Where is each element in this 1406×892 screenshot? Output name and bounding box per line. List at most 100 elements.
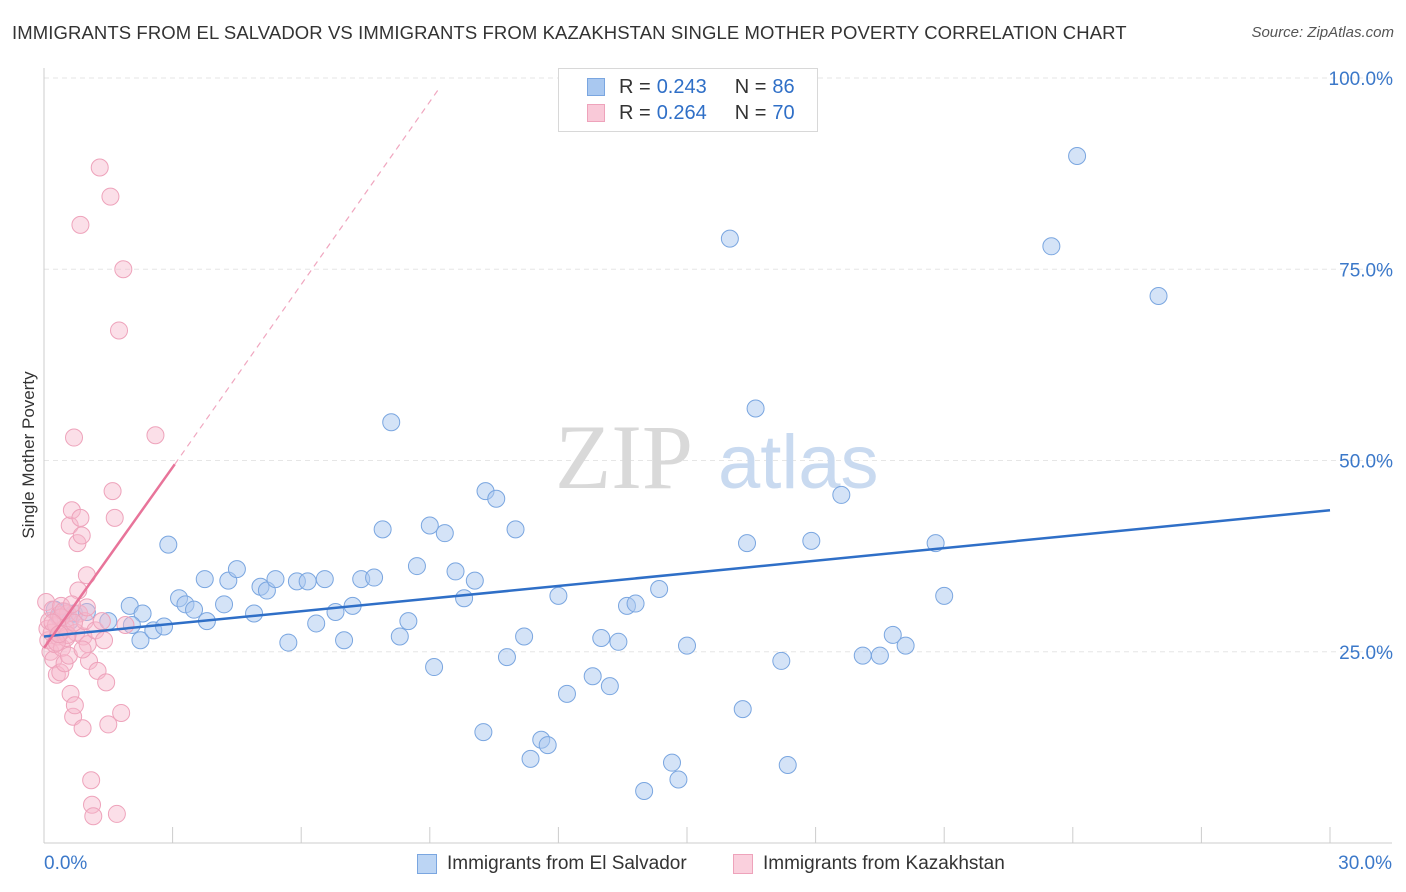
data-point-el-salvador (390, 627, 409, 646)
legend-swatch-pink (587, 104, 605, 122)
data-point-el-salvador (853, 646, 872, 665)
data-point-el-salvador (1068, 147, 1087, 166)
data-point-el-salvador (802, 531, 821, 550)
data-point-el-salvador (131, 631, 150, 650)
data-point-el-salvador (592, 628, 611, 647)
data-point-el-salvador (298, 572, 317, 591)
data-point-el-salvador (746, 399, 765, 418)
data-point-el-salvador (650, 580, 669, 599)
data-point-kazakhstan (51, 663, 70, 682)
legend-n-label: N = (734, 75, 767, 98)
data-point-kazakhstan (101, 187, 120, 206)
data-point-el-salvador (455, 589, 474, 608)
data-point-el-salvador (626, 594, 645, 613)
x-tick-labels: 0.0% 30.0% (44, 853, 1392, 874)
data-point-el-salvador (465, 571, 484, 590)
data-point-el-salvador (1149, 287, 1168, 306)
data-point-el-salvador (515, 627, 534, 646)
trend-extension-kazakhstan (174, 89, 439, 465)
data-point-kazakhstan (71, 215, 90, 234)
y-axis-label: Single Mother Poverty (19, 371, 38, 539)
data-point-el-salvador (583, 667, 602, 686)
data-point-kazakhstan (83, 795, 102, 814)
y-tick-label: 100.0% (1329, 69, 1394, 90)
data-point-el-salvador (133, 604, 152, 623)
data-point-el-salvador (215, 595, 234, 614)
bottom-legend-label: Immigrants from El Salvador (447, 853, 687, 874)
watermark-atlas: atlas (718, 420, 879, 505)
bottom-legend-el-salvador: Immigrants from El Salvador (417, 852, 687, 876)
data-point-kazakhstan (105, 508, 124, 527)
legend-swatch-blue (587, 78, 605, 96)
data-point-kazakhstan (65, 613, 84, 632)
data-point-el-salvador (538, 736, 557, 755)
data-point-el-salvador (195, 570, 214, 589)
data-point-kazakhstan (60, 516, 79, 535)
data-point-el-salvador (227, 560, 246, 579)
data-point-el-salvador (678, 636, 696, 655)
x-tick-label: 0.0% (44, 853, 87, 874)
data-point-el-salvador (935, 586, 954, 605)
trend-lines (42, 463, 1331, 649)
data-point-kazakhstan (114, 260, 133, 279)
data-point-el-salvador (832, 485, 851, 504)
data-point-el-salvador (266, 570, 285, 589)
data-point-el-salvador (446, 562, 465, 581)
data-point-kazakhstan (65, 428, 84, 447)
trend-line-kazakhstan (42, 463, 176, 649)
data-point-el-salvador (335, 631, 354, 650)
data-point-el-salvador (245, 604, 264, 623)
bottom-legend-swatch-pink (733, 854, 753, 874)
y-tick-labels: 25.0% 50.0% 75.0% 100.0% (1329, 69, 1394, 664)
data-point-el-salvador (896, 636, 915, 655)
data-point-el-salvador (720, 229, 739, 248)
legend-row-el-salvador: R = 0.243 N = 86 (587, 74, 795, 100)
data-point-kazakhstan (73, 719, 92, 738)
data-point-kazakhstan (103, 482, 122, 501)
data-point-el-salvador (778, 755, 797, 774)
data-point-el-salvador (279, 633, 298, 652)
data-point-kazakhstan (72, 526, 91, 545)
data-point-el-salvador (506, 520, 525, 539)
legend-n-value: 70 (772, 101, 795, 124)
watermark-zip: ZIP (555, 406, 693, 508)
data-point-kazakhstan (116, 615, 135, 634)
chart-title: IMMIGRANTS FROM EL SALVADOR VS IMMIGRANT… (12, 22, 1127, 43)
data-point-el-salvador (435, 524, 454, 543)
data-point-kazakhstan (110, 321, 129, 340)
y-tick-label: 25.0% (1339, 643, 1393, 664)
data-point-el-salvador (487, 489, 506, 508)
data-point-el-salvador (1042, 237, 1061, 256)
legend-n-label: N = (734, 101, 767, 124)
data-point-el-salvador (399, 612, 418, 631)
data-point-kazakhstan (107, 804, 126, 823)
data-point-el-salvador (609, 632, 628, 651)
data-point-el-salvador (521, 749, 540, 768)
legend: R = 0.243 N = 86 R = 0.264 N = 70 (558, 68, 818, 132)
data-point-kazakhstan (84, 807, 103, 826)
data-point-el-salvador (772, 651, 791, 670)
bottom-legend-kazakhstan: Immigrants from Kazakhstan (733, 852, 1005, 876)
data-point-el-salvador (373, 520, 392, 539)
data-point-kazakhstan (62, 595, 81, 614)
data-point-kazakhstan (65, 696, 84, 715)
data-point-kazakhstan (112, 703, 131, 722)
data-point-kazakhstan (82, 771, 101, 790)
data-point-el-salvador (497, 648, 516, 667)
data-point-el-salvador (185, 600, 204, 619)
data-point-kazakhstan (90, 158, 109, 177)
data-point-kazakhstan (99, 715, 118, 734)
legend-row-kazakhstan: R = 0.264 N = 70 (587, 100, 795, 126)
legend-r-label: R = (619, 101, 651, 124)
data-point-el-salvador (159, 535, 178, 554)
data-point-kazakhstan (146, 426, 165, 445)
data-point-kazakhstan (95, 631, 114, 650)
data-point-el-salvador (669, 770, 688, 789)
data-point-el-salvador (407, 557, 426, 576)
data-point-el-salvador (738, 534, 757, 553)
data-point-el-salvador (474, 723, 493, 742)
data-point-el-salvador (425, 658, 444, 677)
data-point-el-salvador (733, 700, 752, 719)
data-point-kazakhstan (97, 673, 116, 692)
